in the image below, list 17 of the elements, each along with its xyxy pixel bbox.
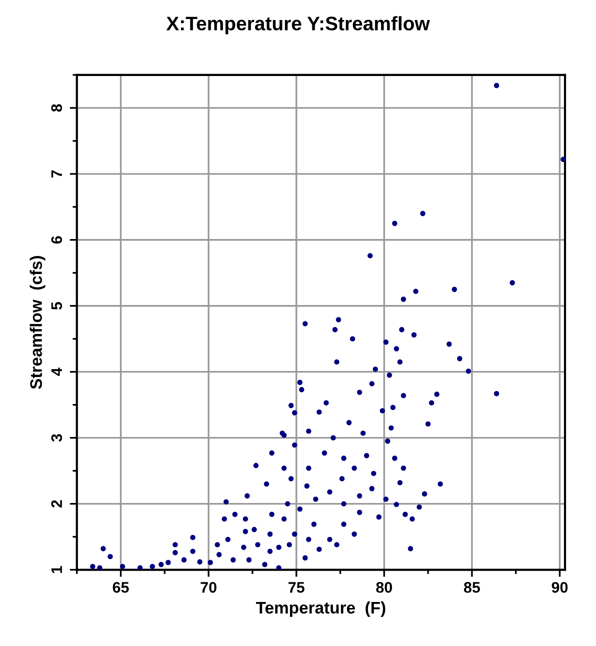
y-tick-label: 1 (51, 566, 62, 574)
y-tick-label: 2 (51, 500, 62, 508)
y-tick-label: 5 (51, 302, 62, 310)
y-tick-label: 3 (51, 434, 62, 442)
chart-title: X:Temperature Y:Streamflow (166, 16, 430, 34)
x-tick-label: 70 (200, 582, 216, 593)
x-axis-title: Temperature (F) (256, 601, 386, 617)
y-axis-title: Streamflow (cfs) (30, 256, 46, 390)
x-tick-label: 65 (112, 582, 129, 593)
y-tick-label: 4 (51, 368, 62, 376)
x-tick-label: 80 (376, 582, 392, 593)
y-tick-label: 7 (51, 170, 62, 178)
x-tick-label: 85 (464, 582, 480, 593)
y-tick-label: 6 (51, 236, 62, 244)
x-tick-label: 90 (552, 582, 568, 593)
y-tick-label: 8 (51, 104, 62, 112)
x-tick-label: 75 (288, 582, 304, 593)
